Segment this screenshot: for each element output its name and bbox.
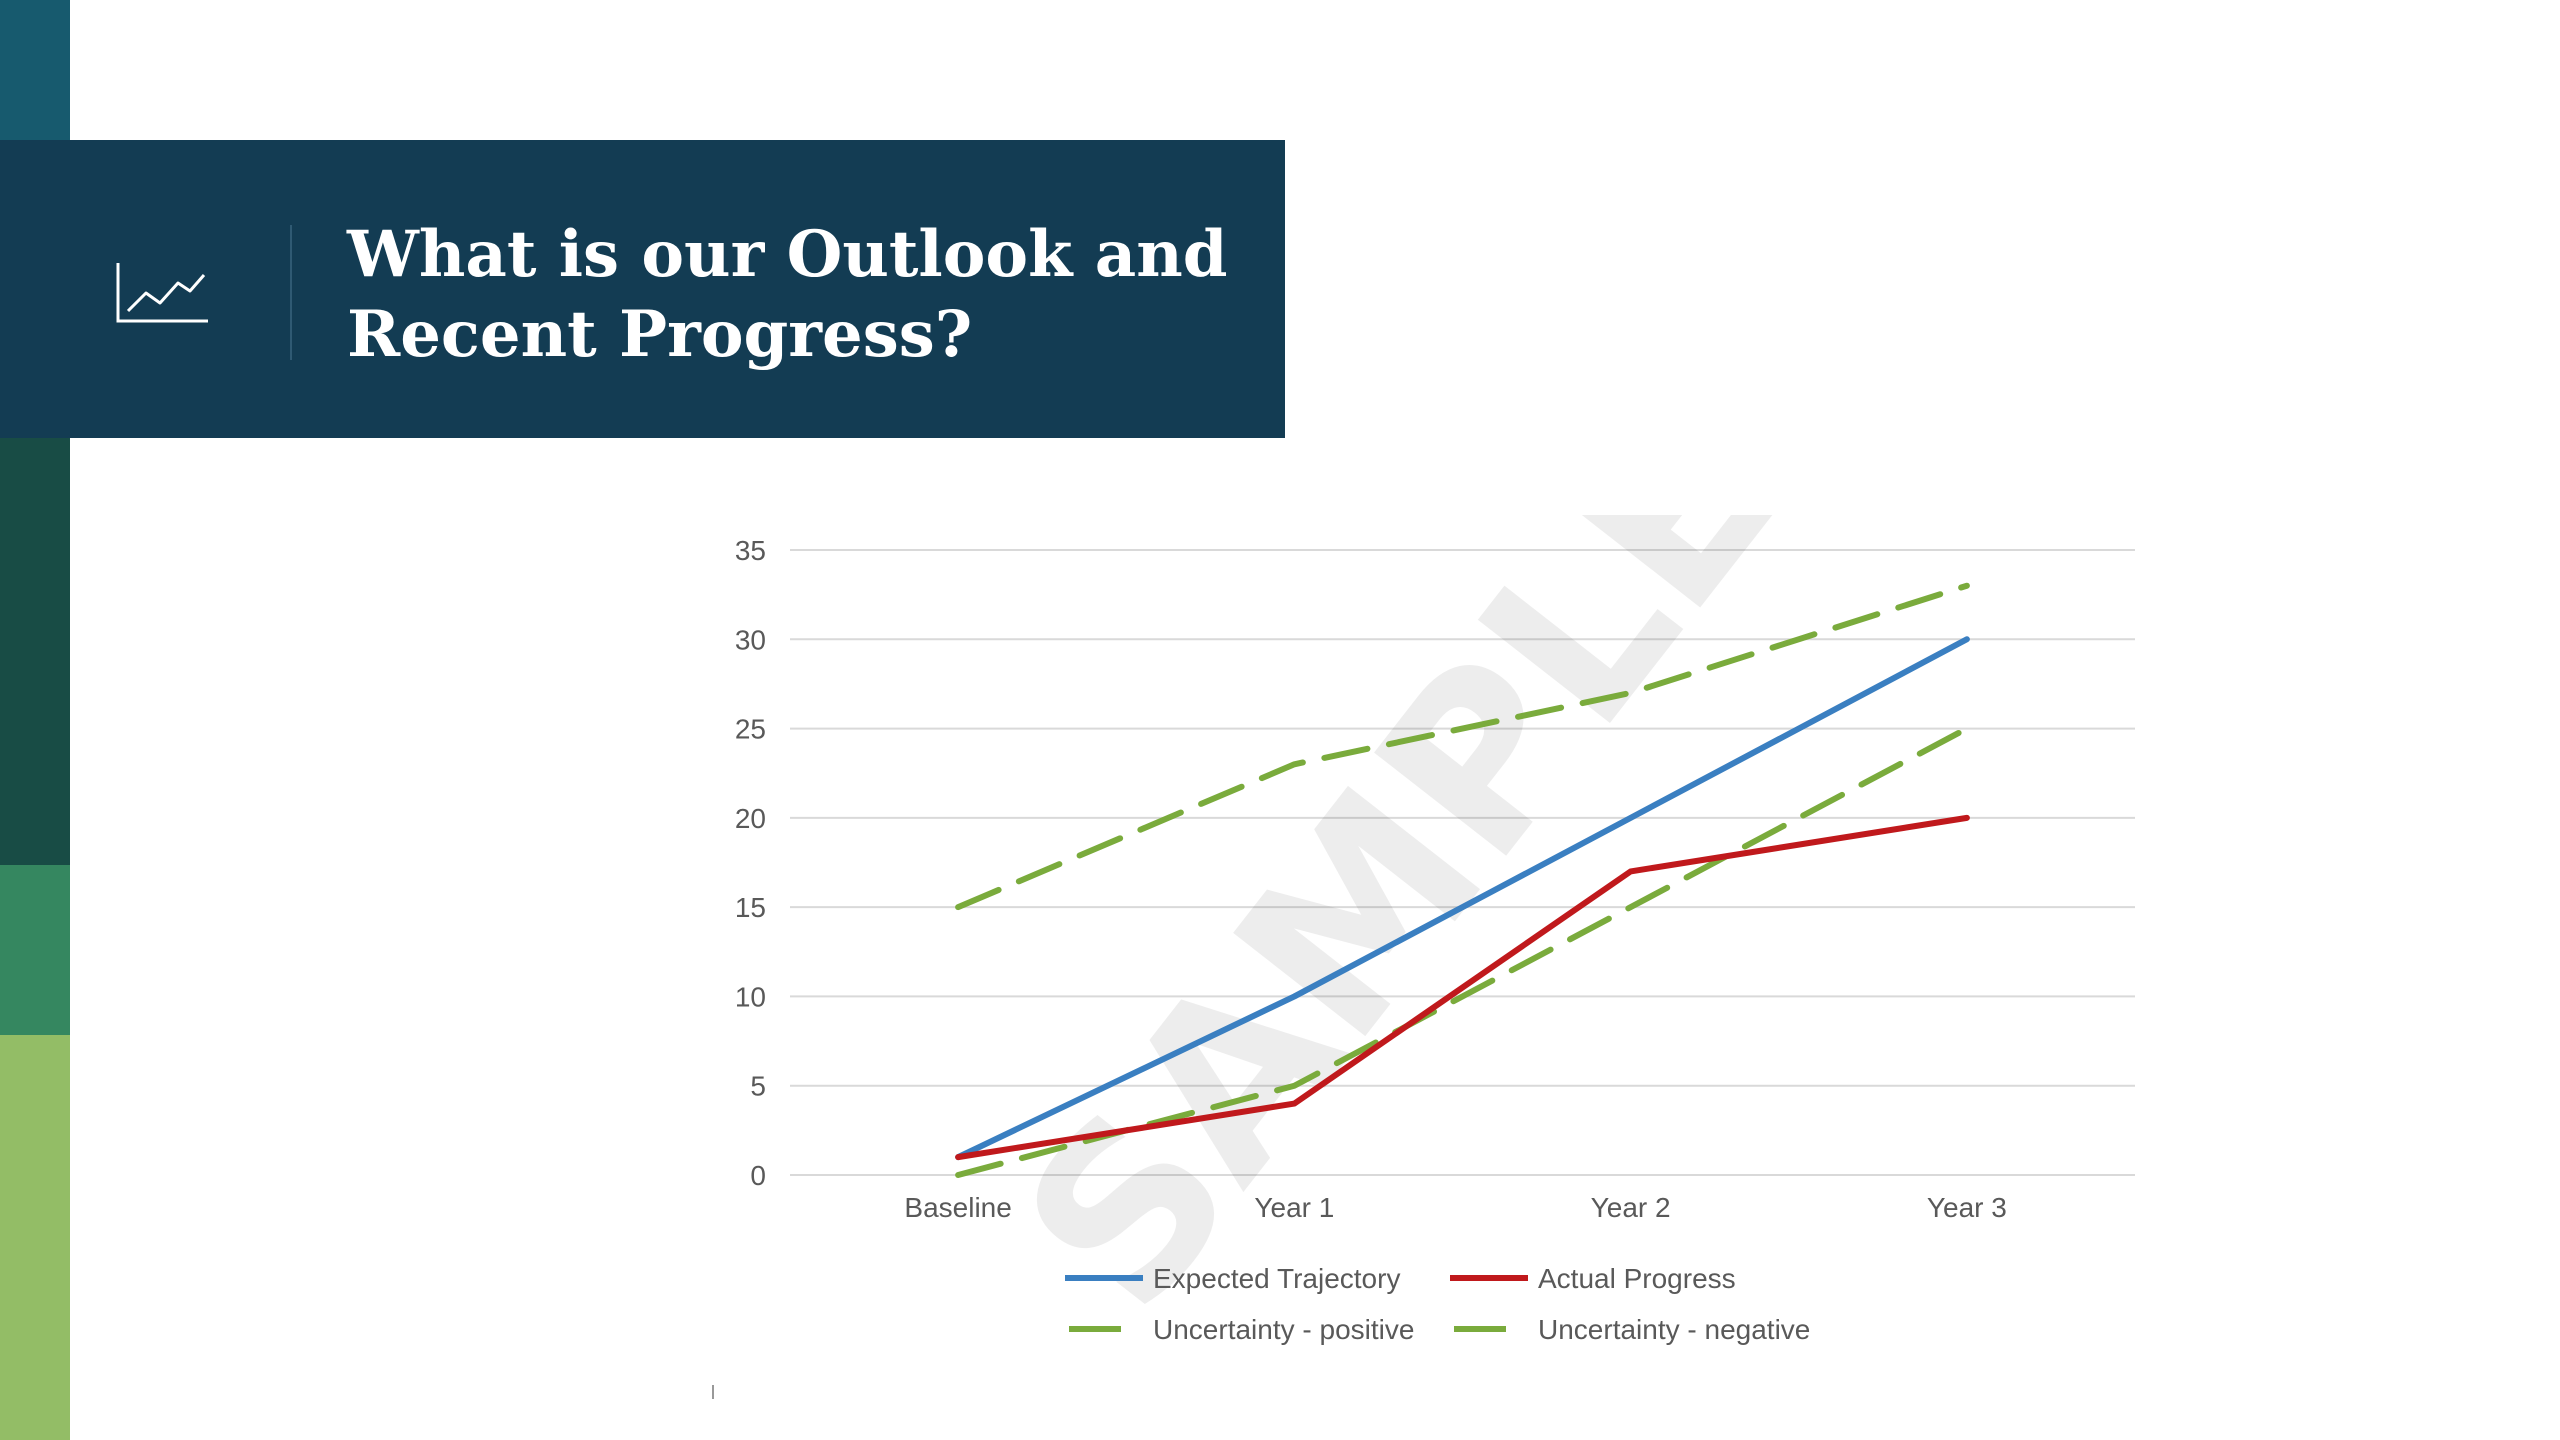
y-tick-label: 15 xyxy=(735,892,766,923)
page-title-line-1: What is our Outlook and xyxy=(347,217,1228,292)
sidebar-segment xyxy=(0,865,70,1035)
y-tick-label: 5 xyxy=(750,1071,766,1102)
y-tick-label: 35 xyxy=(735,535,766,566)
x-tick-label: Baseline xyxy=(904,1192,1011,1223)
legend-label: Actual Progress xyxy=(1538,1263,1736,1294)
sidebar-segment xyxy=(0,1035,70,1440)
title-banner xyxy=(0,140,1285,438)
series-line xyxy=(955,814,1970,1161)
page-title-line-2: Recent Progress? xyxy=(347,297,973,372)
series-line xyxy=(955,582,1970,911)
y-tick-label: 30 xyxy=(735,624,766,655)
watermark-text: SAMPLE xyxy=(974,515,1828,1357)
line-chart: 0 5 10 15 20 25 30 35 Baseline Year 1 Year 2 Year 3… xyxy=(735,515,2135,1357)
legend-label: Uncertainty - negative xyxy=(1538,1314,1810,1345)
x-tick-label: Year 1 xyxy=(1254,1192,1334,1223)
y-tick-label: 25 xyxy=(735,714,766,745)
line-chart-icon xyxy=(112,255,212,335)
footer-mark xyxy=(712,1385,714,1399)
y-tick-label: 0 xyxy=(750,1160,766,1191)
x-tick-label: Year 2 xyxy=(1591,1192,1671,1223)
sidebar-segment xyxy=(0,0,70,140)
y-tick-label: 20 xyxy=(735,803,766,834)
page-title: What is our Outlook and Recent Progress? xyxy=(347,215,1247,375)
sidebar-segment xyxy=(0,435,70,865)
series-line xyxy=(955,636,1970,1161)
y-tick-label: 10 xyxy=(735,981,766,1012)
title-divider xyxy=(290,225,292,360)
legend-label: Uncertainty - positive xyxy=(1153,1314,1414,1345)
legend-label: Expected Trajectory xyxy=(1153,1263,1400,1294)
x-tick-label: Year 3 xyxy=(1927,1192,2007,1223)
